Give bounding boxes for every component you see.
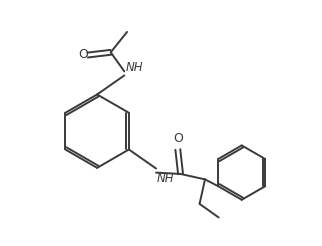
Text: NH: NH — [126, 61, 143, 74]
Text: O: O — [173, 132, 183, 145]
Text: NH: NH — [157, 172, 175, 185]
Text: O: O — [78, 48, 88, 61]
